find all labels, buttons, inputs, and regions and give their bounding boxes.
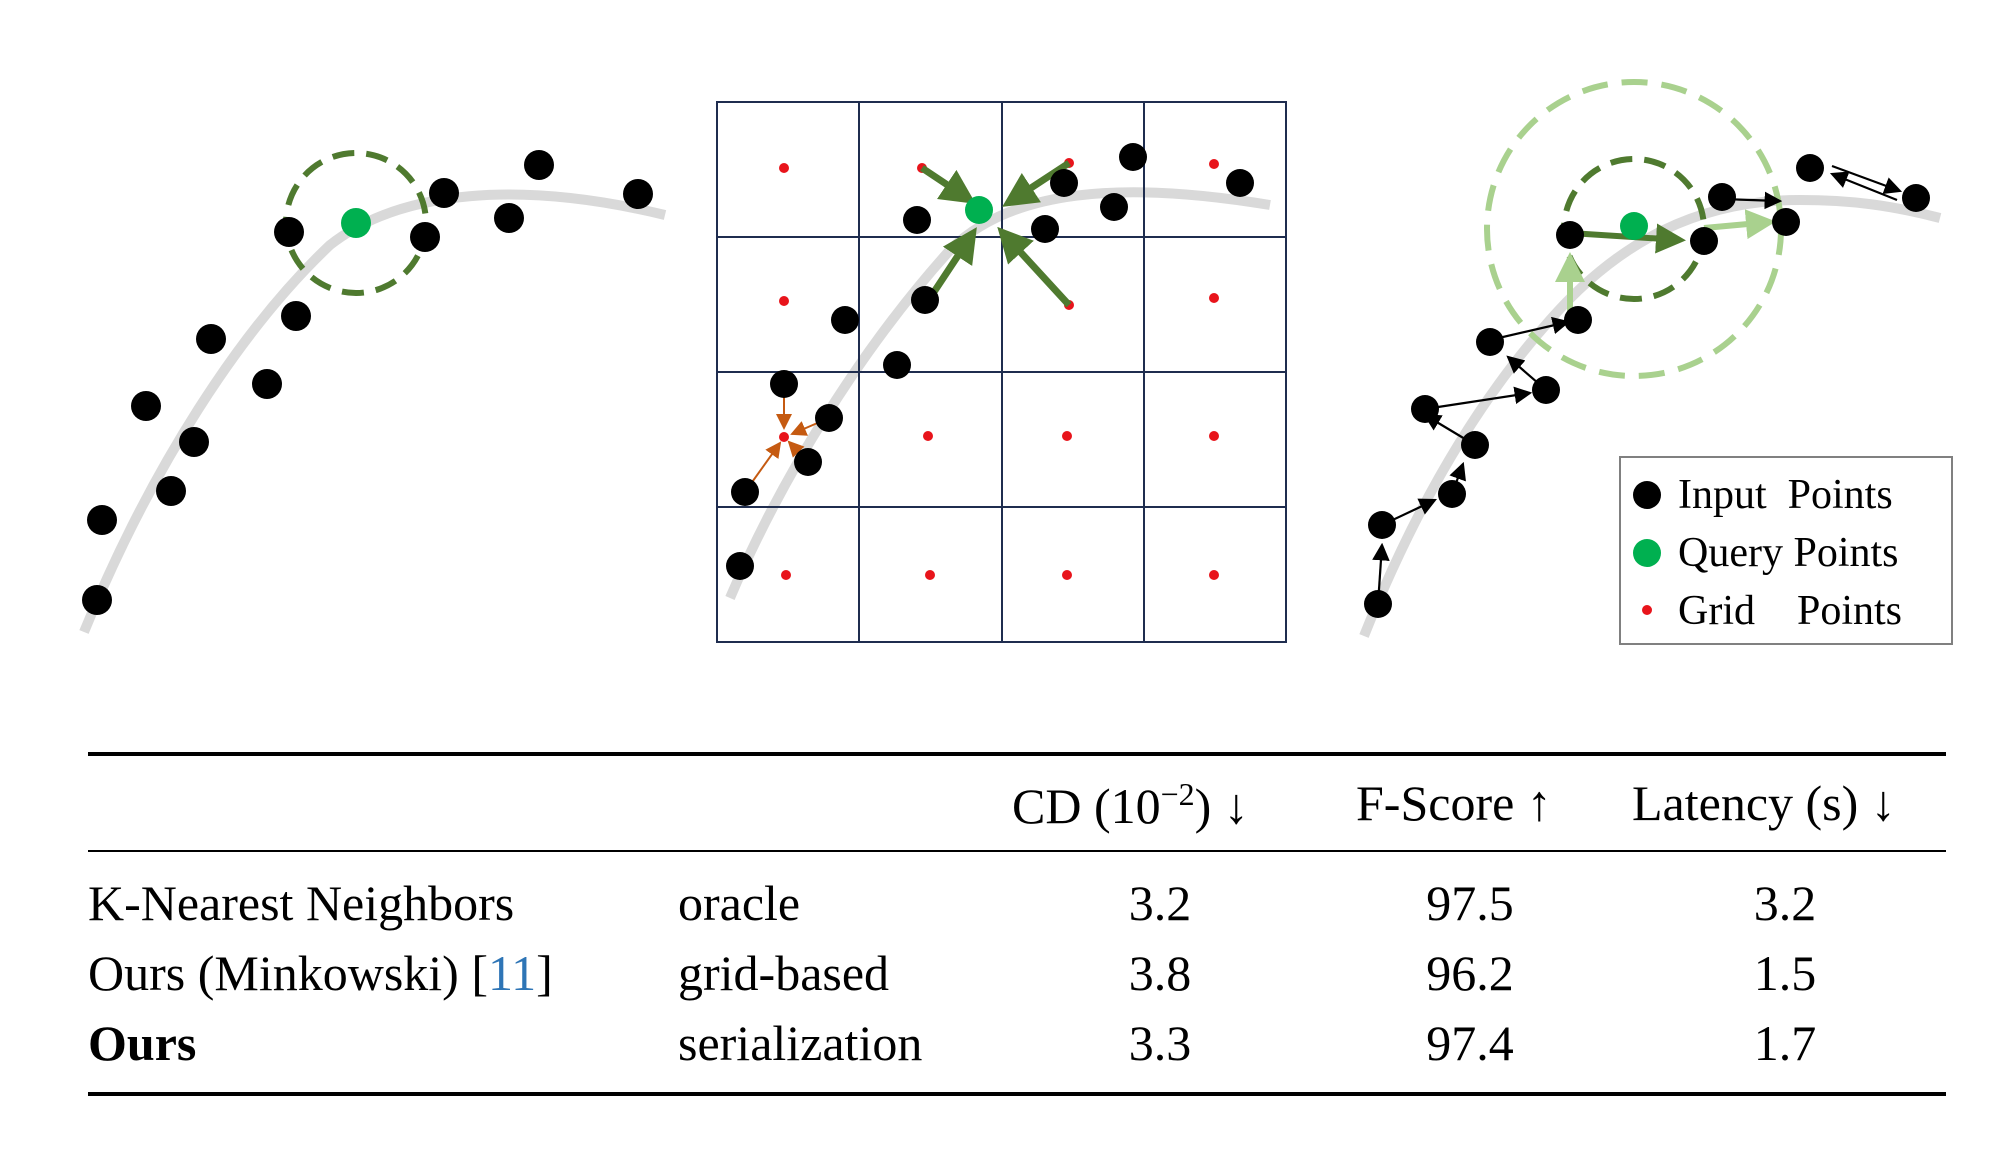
- grid-point: [1209, 570, 1219, 580]
- input-point: [1772, 208, 1800, 236]
- input-point: [1708, 183, 1736, 211]
- input-point: [410, 222, 440, 252]
- input-point: [903, 206, 931, 234]
- legend-label-query: Query Points: [1678, 530, 1899, 576]
- grid-point: [1209, 293, 1219, 303]
- header-latency: Latency (s) ↓: [1632, 775, 1896, 831]
- input-point: [429, 178, 459, 208]
- row-method: Ours: [88, 1015, 197, 1071]
- input-point: [1796, 154, 1824, 182]
- input-point: [911, 286, 939, 314]
- input-point: [1690, 227, 1718, 255]
- input-points: [1364, 154, 1930, 618]
- input-point: [1050, 169, 1078, 197]
- input-point: [1476, 328, 1504, 356]
- input-points: [726, 143, 1254, 580]
- input-point: [883, 351, 911, 379]
- legend-label-input: Input Points: [1678, 472, 1893, 518]
- input-point: [794, 448, 822, 476]
- row-fscore: 96.2: [1426, 945, 1514, 1001]
- input-point: [494, 203, 524, 233]
- grid-point: [1062, 431, 1072, 441]
- serialization-panel: [1359, 79, 1942, 638]
- grid-panel: [716, 101, 1287, 643]
- row-fscore: 97.5: [1426, 875, 1514, 931]
- row-latency: 1.5: [1753, 945, 1817, 1001]
- input-point: [196, 324, 226, 354]
- row-latency: 1.7: [1753, 1015, 1817, 1071]
- grid-point: [1062, 570, 1072, 580]
- legend-grid-marker: [1642, 605, 1652, 615]
- query-point: [965, 196, 993, 224]
- input-point: [1438, 480, 1466, 508]
- interpolation-arrows: [920, 160, 1072, 308]
- grid-point: [923, 431, 933, 441]
- surface-curve: [79, 189, 667, 634]
- input-point: [1100, 193, 1128, 221]
- input-point: [1564, 306, 1592, 334]
- input-point: [1556, 221, 1584, 249]
- row-method: K-Nearest Neighbors: [88, 875, 515, 931]
- input-point: [831, 306, 859, 334]
- input-point: [1226, 169, 1254, 197]
- legend-box: [1619, 456, 1953, 645]
- citation-link[interactable]: 11: [487, 945, 537, 1001]
- grid-point: [1209, 431, 1219, 441]
- row-type: oracle: [678, 875, 801, 931]
- input-point: [770, 370, 798, 398]
- top-rule: [88, 752, 1946, 756]
- input-point: [1119, 143, 1147, 171]
- input-point: [731, 478, 759, 506]
- input-point: [524, 150, 554, 180]
- surface-curve: [725, 187, 1271, 600]
- input-point: [623, 179, 653, 209]
- input-point: [274, 217, 304, 247]
- grid-point: [779, 432, 789, 442]
- header-fscore: F-Score ↑: [1356, 775, 1552, 831]
- input-point: [179, 427, 209, 457]
- bottom-rule: [88, 1092, 1946, 1096]
- grid-point: [925, 570, 935, 580]
- input-point: [82, 585, 112, 615]
- knn-panel: [79, 150, 667, 634]
- row-type: serialization: [678, 1015, 923, 1071]
- method-comparison-figure: Input Points Query Points Grid Points: [79, 79, 1953, 645]
- query-point: [1620, 212, 1648, 240]
- row-cd: 3.8: [1128, 945, 1192, 1001]
- grid-point: [779, 296, 789, 306]
- grid-point: [1209, 159, 1219, 169]
- input-point: [1532, 376, 1560, 404]
- input-point: [726, 552, 754, 580]
- input-point: [1461, 431, 1489, 459]
- input-point: [252, 369, 282, 399]
- grid-lines: [716, 101, 1287, 643]
- row-type: grid-based: [678, 945, 890, 1001]
- input-point: [1364, 590, 1392, 618]
- input-point: [87, 505, 117, 535]
- legend-label-grid: Grid Points: [1678, 588, 1902, 634]
- input-point: [1411, 395, 1439, 423]
- header-cd: CD (10−2) ↓: [1012, 776, 1249, 834]
- legend: Input Points Query Points Grid Points: [1619, 456, 1953, 645]
- row-cd: 3.2: [1128, 875, 1192, 931]
- row-cd: 3.3: [1128, 1015, 1192, 1071]
- input-point: [1031, 215, 1059, 243]
- row-method: Ours (Minkowski) [11]: [88, 945, 553, 1001]
- input-point: [156, 476, 186, 506]
- legend-input-marker: [1633, 481, 1661, 509]
- input-points: [82, 150, 653, 615]
- row-latency: 3.2: [1753, 875, 1817, 931]
- input-point: [1902, 184, 1930, 212]
- input-point: [131, 391, 161, 421]
- legend-query-marker: [1633, 539, 1661, 567]
- header-rule: [88, 850, 1946, 852]
- input-point: [1368, 511, 1396, 539]
- grid-point: [779, 163, 789, 173]
- query-point: [341, 208, 371, 238]
- grid-point: [781, 570, 791, 580]
- surface-curve: [1359, 194, 1942, 638]
- row-fscore: 97.4: [1426, 1015, 1514, 1071]
- input-point: [815, 404, 843, 432]
- input-point: [281, 301, 311, 331]
